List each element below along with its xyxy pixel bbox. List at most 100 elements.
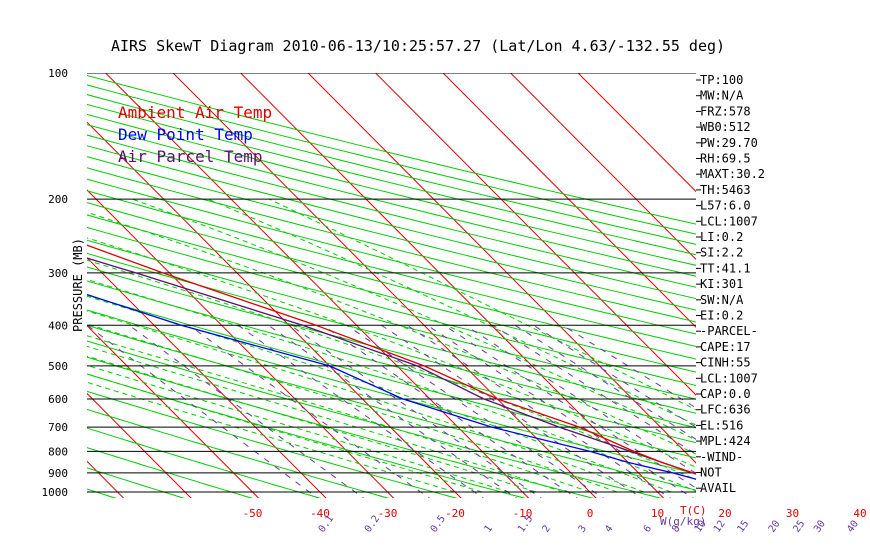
mixing-ratio-line <box>381 324 643 498</box>
dry-adiabat-line <box>87 427 322 498</box>
chart-title: AIRS SkewT Diagram 2010-06-13/10:25:57.2… <box>111 37 725 55</box>
mixing-ratio-line <box>322 324 578 498</box>
dry-adiabat-line <box>87 467 185 498</box>
dry-adiabat-line <box>87 190 696 347</box>
dry-adiabat-line <box>87 309 696 475</box>
bottom-tick-label: -10 <box>513 507 533 520</box>
dry-adiabat-line <box>87 390 458 498</box>
mixing-ratio-line <box>268 324 518 498</box>
y-axis-label: PRESSURE (MB) <box>71 238 85 332</box>
isotherm-line <box>442 73 696 328</box>
bottom-tick-label: -40 <box>310 507 330 520</box>
dry-adiabat-line <box>87 239 696 400</box>
mixing-ratio-label: 8 <box>670 523 682 534</box>
bottom-tick-label: 0 <box>587 507 594 520</box>
stats-item: TP:100 <box>700 73 743 87</box>
mixing-ratio-label: 30 <box>812 519 828 535</box>
temperature-line <box>87 244 696 475</box>
moist-adiabat-line <box>87 345 564 493</box>
dry-adiabat-line <box>87 167 696 323</box>
pressure-tick-label: 700 <box>48 421 68 434</box>
mixing-ratio-lines <box>87 324 696 498</box>
stats-item: LI:0.2 <box>700 230 743 244</box>
isotherm-line <box>0 73 59 501</box>
stats-item: FRZ:578 <box>700 104 751 118</box>
dry-adiabat-line <box>87 294 696 459</box>
isotherm-line <box>87 257 327 498</box>
stats-item: CAP:0.0 <box>700 387 751 401</box>
stats-item: LFC:636 <box>700 403 751 417</box>
stats-item: AVAIL <box>700 481 736 495</box>
stats-item: SI:2.2 <box>700 246 743 260</box>
isotherm-line <box>87 392 192 498</box>
legend-entry: Ambient Air Temp <box>118 103 272 122</box>
mixing-ratio-line <box>514 324 696 440</box>
isotherm-line <box>172 73 597 498</box>
dry-adiabat-line <box>87 356 595 498</box>
stats-item: WB0:512 <box>700 120 751 134</box>
moist-adiabat-line <box>207 198 696 426</box>
stats-item: L57:6.0 <box>700 199 751 213</box>
dry-adiabat-line <box>87 145 696 300</box>
stats-item: PW:29.70 <box>700 136 758 150</box>
legend: Ambient Air Temp Dew Point Temp Air Parcel… <box>118 103 272 166</box>
dry-adiabat-line <box>87 447 254 498</box>
dry-adiabat-line <box>87 113 696 266</box>
pressure-tick-label: 900 <box>48 467 68 480</box>
mixing-ratio-line <box>346 324 605 498</box>
isotherm-line <box>510 73 696 261</box>
stats-item: TT:41.1 <box>700 261 751 275</box>
dry-adiabat-line <box>87 124 696 277</box>
dry-adiabat-line <box>87 266 696 429</box>
isotherm-line <box>307 73 696 464</box>
stats-item: CAPE:17 <box>700 340 751 354</box>
stats-item: LCL:1007 <box>700 371 758 385</box>
bottom-tick-label: -50 <box>243 507 263 520</box>
mixing-ratio-label: 40 <box>845 519 861 535</box>
bottom-tick-label: -20 <box>445 507 465 520</box>
moist-adiabat-line <box>87 259 696 481</box>
dry-adiabat-line <box>87 202 696 360</box>
mixing-ratio-label: 12 <box>712 519 728 535</box>
pressure-tick-label: 800 <box>48 445 68 458</box>
mixing-ratio-line <box>237 324 484 498</box>
pressure-tick-label: 100 <box>48 67 68 80</box>
mixing-ratio-line <box>427 324 694 498</box>
dry-adiabat-line <box>87 226 696 386</box>
stats-item: -PARCEL- <box>700 324 758 338</box>
stats-item: -WIND- <box>700 450 743 464</box>
mixing-ratio-line <box>492 324 696 455</box>
mixing-ratio-label: 25 <box>791 519 807 535</box>
dry-adiabat-line <box>87 280 696 444</box>
moist-adiabat-line <box>87 278 696 492</box>
bottom-tick-label: 20 <box>718 507 731 520</box>
dry-adiabat-line <box>87 408 390 498</box>
dewpoint-line <box>87 293 696 480</box>
stats-item: NOT <box>700 466 722 480</box>
stats-item: SW:N/A <box>700 293 744 307</box>
mixing-ratio-label: 2 <box>541 523 553 534</box>
mixing-ratio-line <box>290 324 542 498</box>
stats-item: MW:N/A <box>700 89 744 103</box>
dry-adiabat-line <box>0 73 56 501</box>
pressure-tick-label: 600 <box>48 393 68 406</box>
legend-entry: Dew Point Temp <box>118 125 253 144</box>
mixing-ratio-label: 20 <box>767 519 783 535</box>
x-axis-label: T(C) <box>680 504 707 517</box>
stats-item: RH:69.5 <box>700 152 751 166</box>
moist-adiabat-line <box>87 381 456 493</box>
mixing-ratio-label: 15 <box>735 519 751 535</box>
stats-item: CINH:55 <box>700 356 751 370</box>
dry-adiabat-line <box>87 488 117 498</box>
stats-item: LCL:1007 <box>700 214 758 228</box>
dry-adiabat-line <box>87 252 696 414</box>
stats-item: TH:5463 <box>700 183 751 197</box>
stats-item: EL:516 <box>700 418 743 432</box>
mixing-ratio-line <box>188 324 430 498</box>
mixing-ratio-line <box>444 324 696 489</box>
mixing-ratio-label: 4 <box>603 523 615 534</box>
moist-adiabat-line <box>268 198 696 411</box>
isotherm-line <box>87 189 395 498</box>
stats-item: KI:301 <box>700 277 743 291</box>
